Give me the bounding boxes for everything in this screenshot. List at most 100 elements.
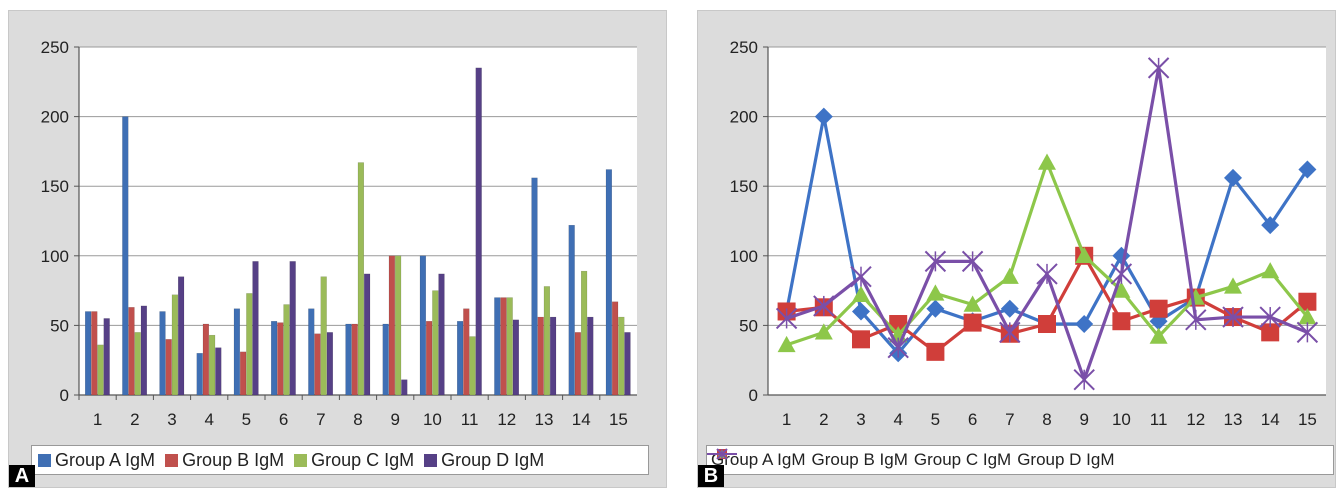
x-tick-label: 12: [1186, 410, 1205, 429]
point-marker: [775, 307, 798, 330]
panel-label-a: A: [9, 465, 35, 487]
chart-panel-b: 0 50 100 150 200 250 1 2 3 4 5 6 7 8 9 10 11 12 13 14 15 Gro…: [697, 10, 1336, 488]
bar: [537, 316, 544, 396]
x-tick-label: 2: [130, 410, 139, 429]
point-marker: [1298, 292, 1317, 311]
legend-item-a-1: Group B IgM: [165, 450, 284, 471]
point-marker: [852, 285, 870, 302]
legend-item-b-3: Group D IgM: [707, 448, 1115, 470]
bar: [165, 339, 172, 396]
legend-label: Group B IgM: [182, 449, 285, 470]
point-marker: [999, 321, 1021, 344]
chart-panel-a: 0 50 100 150 200 250 1 2 3 4 5 6 7 8 9 10 11 12 13 14 15 Gro…: [8, 10, 667, 488]
bar: [357, 162, 365, 396]
bar: [494, 297, 501, 396]
bar: [277, 322, 284, 396]
x-tick-label: 3: [167, 410, 176, 429]
bar: [159, 311, 166, 396]
point-marker: [1222, 306, 1244, 328]
point-marker: [1261, 216, 1280, 235]
x-tick-label: 7: [316, 410, 325, 429]
legend-label: Group D IgM: [1017, 450, 1115, 469]
legend-swatch: [424, 453, 438, 467]
y-tick-label: 50: [739, 316, 758, 335]
bar: [574, 332, 582, 396]
point-marker: [1296, 321, 1319, 344]
bar: [233, 308, 241, 396]
y-tick-label: 50: [50, 316, 69, 335]
point-marker: [1038, 315, 1056, 334]
bar: [177, 276, 185, 396]
x-tick-label: 7: [1005, 410, 1014, 429]
bar: [550, 316, 557, 396]
x-tick-label: 10: [1112, 410, 1131, 429]
bar: [531, 177, 538, 396]
x-tick-label: 11: [1150, 410, 1168, 429]
bar: [215, 347, 222, 396]
point-marker: [1073, 368, 1095, 391]
point-marker: [1036, 263, 1058, 285]
y-tick-label: 0: [60, 386, 69, 405]
point-marker: [1000, 299, 1019, 318]
x-tick-label: 6: [968, 410, 977, 429]
x-tick-label: 1: [93, 410, 102, 429]
y-tick-label: 200: [41, 108, 69, 127]
legend-swatch: [165, 453, 179, 467]
bar: [438, 273, 445, 396]
legend-b: Group A IgM Group B IgM Group C IgM Grou…: [706, 445, 1334, 475]
bar: [202, 323, 210, 396]
bar: [587, 316, 594, 396]
y-tick-label: 150: [41, 177, 69, 196]
bar: [388, 255, 396, 396]
bar: [252, 261, 259, 396]
legend-item-a-2: Group C IgM: [294, 450, 414, 471]
bar: [426, 321, 433, 396]
x-tick-label: 15: [1298, 410, 1317, 429]
bar: [457, 321, 464, 396]
point-marker: [1261, 262, 1280, 279]
point-marker: [926, 299, 945, 318]
bar: [512, 319, 520, 396]
bar: [320, 276, 327, 396]
bar: [364, 273, 371, 396]
bar: [246, 293, 253, 396]
legend-label: Group C IgM: [913, 450, 1012, 469]
y-tick-label: 250: [41, 38, 69, 57]
y-tick-label: 100: [41, 247, 69, 266]
point-marker: [1110, 263, 1133, 285]
point-marker: [852, 302, 870, 321]
point-marker: [887, 336, 909, 359]
x-tick-label: 15: [609, 410, 628, 429]
bar: [122, 116, 129, 396]
point-marker: [1185, 309, 1207, 331]
point-marker: [1186, 288, 1205, 305]
x-tick-label: 11: [461, 410, 479, 429]
point-marker: [1075, 246, 1094, 263]
legend-line-marker-3: [707, 448, 737, 460]
x-tick-label: 6: [279, 410, 288, 429]
point-marker: [1149, 299, 1168, 318]
legend-swatch: [294, 453, 308, 467]
legend-item-b-2: Group C IgM: [707, 449, 1012, 470]
point-marker: [1147, 57, 1170, 79]
point-marker: [1259, 306, 1281, 328]
point-marker: [963, 313, 982, 332]
x-tick-label: 13: [535, 410, 554, 429]
bar: [401, 379, 408, 396]
point-marker: [813, 295, 835, 317]
legend-item-b-1: Group B IgM: [707, 449, 908, 470]
legend-label: Group A IgM: [55, 449, 156, 470]
point-marker: [1038, 153, 1056, 170]
point-marker: [1000, 267, 1019, 284]
x-tick-label: 8: [1042, 410, 1051, 429]
bar: [103, 318, 110, 396]
x-tick-label: 14: [1261, 410, 1280, 429]
bar: [271, 321, 278, 396]
bar: [91, 311, 98, 396]
y-tick-label: 100: [730, 247, 758, 266]
x-tick-label: 9: [1079, 410, 1088, 429]
x-tick-label: 14: [572, 410, 591, 429]
bar: [283, 304, 290, 396]
